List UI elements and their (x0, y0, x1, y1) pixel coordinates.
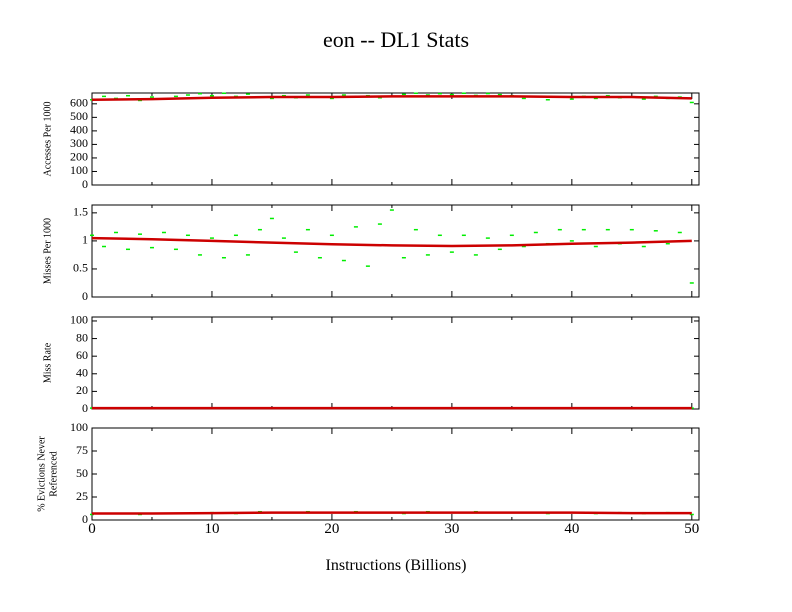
y-tick-label: 100 (70, 163, 88, 177)
y-tick-label: 500 (70, 109, 88, 123)
plot-frame (91, 316, 700, 410)
y-axis-label: Miss Rate (42, 342, 53, 383)
x-tick-label: 40 (564, 521, 579, 537)
y-tick-label: 25 (76, 489, 88, 503)
y-axis-label: % Evictions Never (36, 436, 47, 512)
y-tick-label: 600 (70, 96, 88, 110)
y-axis-label: Accesses Per 1000 (42, 102, 53, 177)
y-tick-label: 1.5 (73, 205, 88, 219)
y-tick-label: 0.5 (73, 261, 88, 275)
y-tick-label: 1 (82, 233, 88, 247)
y-tick-label: 400 (70, 123, 88, 137)
y-tick-label: 50 (76, 466, 88, 480)
x-tick-label: 0 (88, 521, 96, 537)
y-tick-label: 100 (70, 313, 88, 327)
series-line (91, 95, 692, 102)
x-axis-label: Instructions (Billions) (326, 557, 467, 574)
plot-frame (91, 92, 700, 186)
y-tick-label: 40 (76, 366, 88, 380)
plot-frame (91, 427, 700, 521)
y-axis-label: Misses Per 1000 (42, 218, 53, 284)
series-line (92, 511, 692, 515)
y-tick-label: 0 (82, 177, 88, 191)
x-tick-label: 50 (684, 521, 699, 537)
y-tick-label: 100 (70, 420, 88, 434)
x-tick-label: 20 (324, 521, 339, 537)
y-tick-label: 300 (70, 136, 88, 150)
y-tick-label: 20 (76, 383, 88, 397)
plot-frame (91, 204, 700, 298)
series-line (91, 236, 692, 248)
y-tick-label: 0 (82, 512, 88, 526)
y-tick-label: 75 (76, 443, 88, 457)
y-tick-label: 0 (82, 289, 88, 303)
x-tick-label: 30 (444, 521, 459, 537)
y-tick-label: 80 (76, 330, 88, 344)
y-tick-label: 60 (76, 348, 88, 362)
x-tick-label: 10 (204, 521, 219, 537)
y-tick-label: 200 (70, 150, 88, 164)
y-tick-label: 0 (82, 401, 88, 415)
y-axis-label: Referenced (48, 451, 59, 497)
chart-title: eon -- DL1 Stats (323, 27, 469, 52)
